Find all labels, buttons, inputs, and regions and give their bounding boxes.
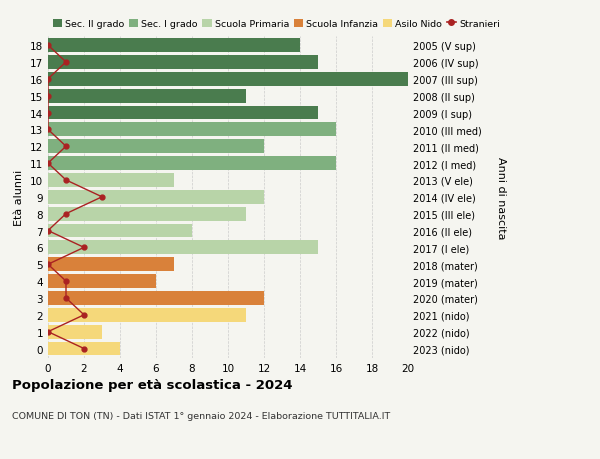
Bar <box>48 291 264 305</box>
Text: Popolazione per età scolastica - 2024: Popolazione per età scolastica - 2024 <box>12 379 293 392</box>
Bar <box>48 174 174 187</box>
Y-axis label: Età alunni: Età alunni <box>14 169 25 225</box>
Bar <box>48 325 102 339</box>
Bar <box>48 140 264 154</box>
Bar <box>48 157 336 171</box>
Bar <box>48 73 408 86</box>
Bar <box>48 308 246 322</box>
Bar <box>48 39 300 53</box>
Bar <box>48 241 318 255</box>
Text: COMUNE DI TON (TN) - Dati ISTAT 1° gennaio 2024 - Elaborazione TUTTITALIA.IT: COMUNE DI TON (TN) - Dati ISTAT 1° genna… <box>12 411 390 420</box>
Bar <box>48 224 192 238</box>
Bar <box>48 207 246 221</box>
Y-axis label: Anni di nascita: Anni di nascita <box>496 156 505 239</box>
Bar <box>48 274 156 288</box>
Legend: Sec. II grado, Sec. I grado, Scuola Primaria, Scuola Infanzia, Asilo Nido, Stran: Sec. II grado, Sec. I grado, Scuola Prim… <box>53 20 500 29</box>
Bar <box>48 56 318 70</box>
Bar <box>48 190 264 204</box>
Bar <box>48 106 318 120</box>
Bar <box>48 123 336 137</box>
Bar <box>48 258 174 272</box>
Bar <box>48 90 246 103</box>
Bar <box>48 342 120 356</box>
